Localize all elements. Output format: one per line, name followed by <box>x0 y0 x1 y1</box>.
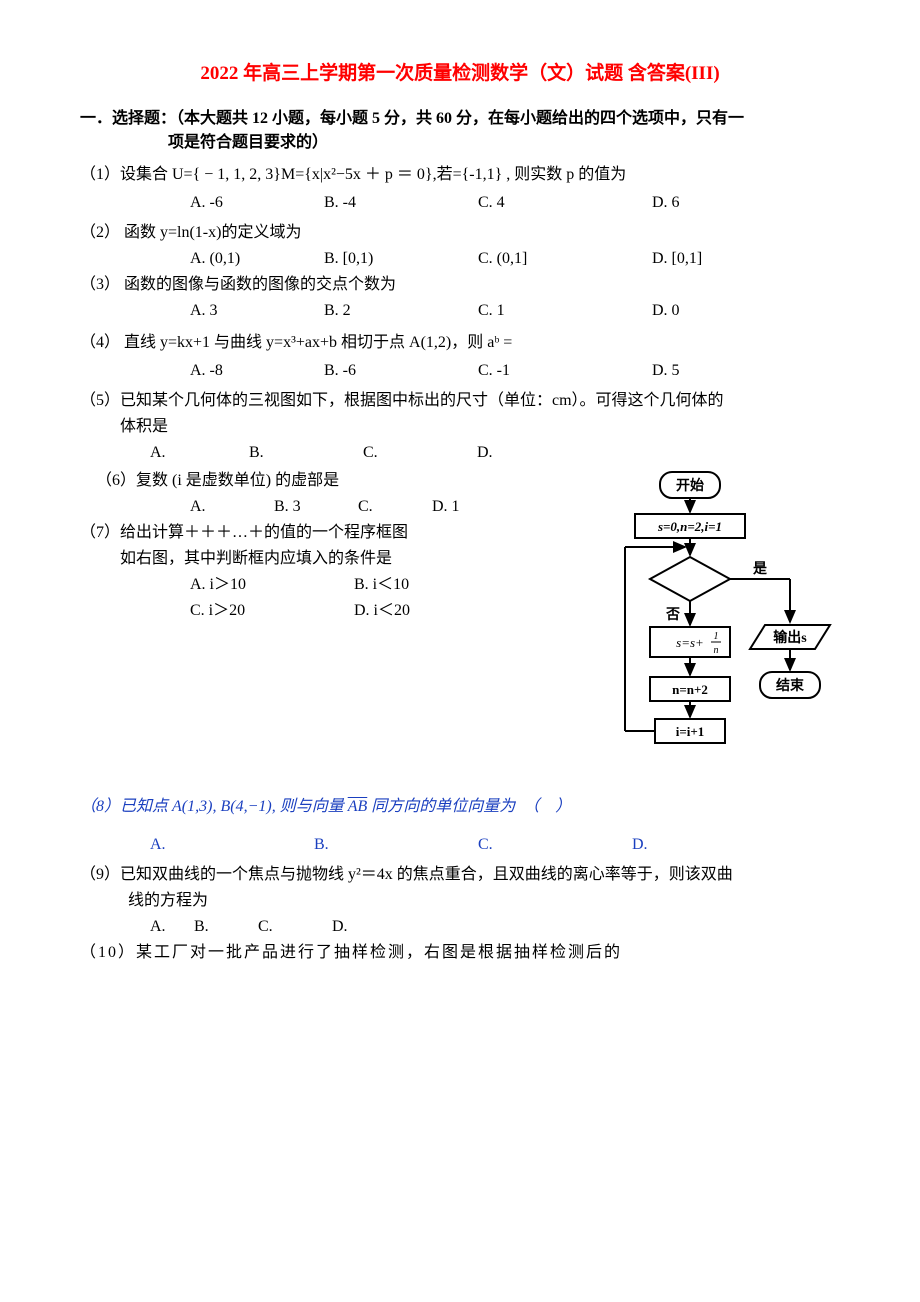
q3-options: A. 3 B. 2 C. 1 D. 0 <box>80 299 840 323</box>
q4-optA: A. -8 <box>190 359 320 383</box>
q6-optC: C. <box>358 495 428 519</box>
q2-optC: C. (0,1] <box>478 247 648 271</box>
q7-options-row2: C. i＞20 D. i＜20 <box>80 599 605 623</box>
q9-optB: B. <box>194 915 254 939</box>
q1-optC: C. 4 <box>478 191 648 215</box>
q7-options-row1: A. i＞10 B. i＜10 <box>80 573 605 597</box>
section-line1: 一．选择题：（本大题共 12 小题，每小题 5 分，共 60 分，在每小题给出的… <box>80 110 744 127</box>
q8-optB: B. <box>314 833 474 857</box>
q5-line2: 体积是 <box>80 415 840 439</box>
q2-optB: B. [0,1) <box>324 247 474 271</box>
q9-optD: D. <box>332 915 372 939</box>
svg-text:n: n <box>714 645 719 656</box>
q6-optB: B. 3 <box>274 495 354 519</box>
q7-line2: 如右图，其中判断框内应填入的条件是 <box>80 547 605 571</box>
q1-optD: D. 6 <box>652 191 772 215</box>
q4-optC: C. -1 <box>478 359 648 383</box>
q7-optD: D. i＜20 <box>354 599 474 623</box>
q1-stem: （1）设集合 U={ − 1, 1, 2, 3}M={x|x²−5x ＋ p ＝… <box>80 163 840 187</box>
q2-stem: （2） 函数 y=ln(1-x)的定义域为 <box>80 221 840 245</box>
svg-text:n=n+2: n=n+2 <box>672 682 708 697</box>
q5-optD: D. <box>477 441 537 465</box>
flowchart-svg: 开始 s=0,n=2,i=1 是 输出s 结束 否 s=s+ 1 <box>615 467 840 767</box>
q6-optA: A. <box>190 495 270 519</box>
q7-optB: B. i＜10 <box>354 573 474 597</box>
q8-optD: D. <box>632 833 692 857</box>
svg-text:s=0,n=2,i=1: s=0,n=2,i=1 <box>657 519 722 534</box>
q5-line1: （5）已知某个几何体的三视图如下，根据图中标出的尺寸（单位：cm）。可得这个几何… <box>80 389 840 413</box>
svg-text:输出s: 输出s <box>773 629 807 646</box>
section-heading: 一．选择题：（本大题共 12 小题，每小题 5 分，共 60 分，在每小题给出的… <box>80 107 840 155</box>
q9-optA: A. <box>150 915 190 939</box>
q1-options: A. -6 B. -4 C. 4 D. 6 <box>80 191 840 215</box>
svg-text:是: 是 <box>753 561 768 577</box>
q8-options: A. B. C. D. <box>80 833 840 857</box>
svg-text:i=i+1: i=i+1 <box>676 724 705 739</box>
q2-options: A. (0,1) B. [0,1) C. (0,1] D. [0,1] <box>80 247 840 271</box>
svg-text:s=s+: s=s+ <box>676 635 704 650</box>
q9-line1: （9）已知双曲线的一个焦点与抛物线 y²＝4x 的焦点重合，且双曲线的离心率等于… <box>80 863 840 887</box>
q7-line1: （7）给出计算＋＋＋…＋的值的一个程序框图 <box>80 521 605 545</box>
q4-stem: （4） 直线 y=kx+1 与曲线 y=x³+ax+b 相切于点 A(1,2)，… <box>80 331 840 355</box>
flowchart-diagram: 开始 s=0,n=2,i=1 是 输出s 结束 否 s=s+ 1 <box>615 467 840 775</box>
q1-optA: A. -6 <box>190 191 320 215</box>
q3-optC: C. 1 <box>478 299 648 323</box>
svg-text:1: 1 <box>714 631 719 642</box>
q2-optA: A. (0,1) <box>190 247 320 271</box>
q2-optD: D. [0,1] <box>652 247 772 271</box>
q5-optC: C. <box>363 441 473 465</box>
q5-optA: A. <box>150 441 245 465</box>
q9-line2: 线的方程为 <box>80 889 840 913</box>
q4-optB: B. -6 <box>324 359 474 383</box>
q8-optA: A. <box>150 833 310 857</box>
q5-options: A. B. C. D. <box>80 441 840 465</box>
q8-stem: （8）已知点 A(1,3), B(4,−1), 则与向量 AB 同方向的单位向量… <box>80 795 840 819</box>
q6-options: A. B. 3 C. D. 1 <box>80 495 605 519</box>
q1-optB: B. -4 <box>324 191 474 215</box>
q7-optC: C. i＞20 <box>190 599 350 623</box>
q8-text: （8）已知点 A(1,3), B(4,−1), 则与向量 AB 同方向的单位向量… <box>80 798 571 815</box>
q3-stem: （3） 函数的图像与函数的图像的交点个数为 <box>80 273 840 297</box>
q3-optD: D. 0 <box>652 299 772 323</box>
q6-stem: （6）复数 (i 是虚数单位) 的虚部是 <box>80 469 605 493</box>
q10-stem: （10）某工厂对一批产品进行了抽样检测，右图是根据抽样检测后的 <box>80 941 840 965</box>
q4-optD: D. 5 <box>652 359 772 383</box>
q9-options: A. B. C. D. <box>80 915 840 939</box>
q3-optA: A. 3 <box>190 299 320 323</box>
q6-optD: D. 1 <box>432 495 492 519</box>
q9-optC: C. <box>258 915 328 939</box>
q3-optB: B. 2 <box>324 299 474 323</box>
section-line2: 项是符合题目要求的） <box>168 134 328 151</box>
svg-text:开始: 开始 <box>676 477 704 494</box>
q8-optC: C. <box>478 833 628 857</box>
svg-text:否: 否 <box>665 607 680 623</box>
q7-optA: A. i＞10 <box>190 573 350 597</box>
q4-options: A. -8 B. -6 C. -1 D. 5 <box>80 359 840 383</box>
page-title: 2022 年高三上学期第一次质量检测数学（文）试题 含答案(III) <box>80 60 840 89</box>
q5-optB: B. <box>249 441 359 465</box>
svg-text:结束: 结束 <box>776 677 805 694</box>
